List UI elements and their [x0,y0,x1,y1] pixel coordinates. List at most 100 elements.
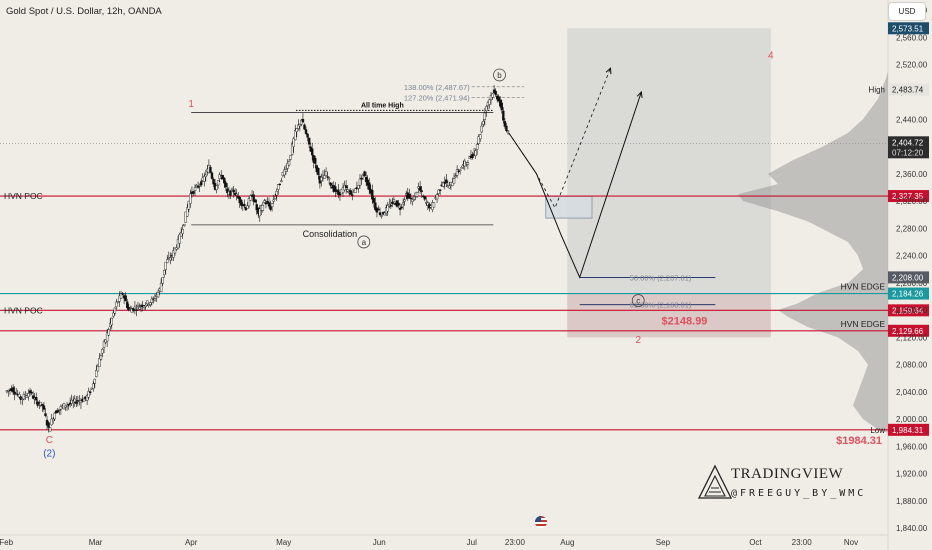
candle-body [240,199,243,206]
candle-body [277,184,280,190]
candle-body [297,124,300,129]
candle-body [196,186,200,188]
candle-body [119,293,123,299]
tradingview-logo-icon [697,464,733,499]
ath-label: All time High [361,102,404,109]
currency-selector[interactable]: USD [888,2,926,21]
candle-body [110,317,113,326]
candle-body [323,175,326,179]
x-tick-label: 23:00 [505,538,526,547]
candle-body [199,181,203,186]
candle-body [270,203,274,207]
y-tick-label: 2,000.00 [896,415,928,424]
candle-body [357,185,360,189]
candle-body [178,234,181,244]
candle-body [30,392,33,394]
y-tick-label: 1,840.00 [896,524,928,533]
wave-C-label: C [46,435,53,446]
candle-body [51,418,55,422]
candle-body [246,205,249,209]
candle-body [503,121,507,127]
x-tick-label: Sep [656,538,671,547]
y-tick-label: 1,920.00 [896,470,928,479]
candle-body [324,171,328,176]
candle-body [18,394,21,398]
candle-body [306,133,309,138]
candle-body [144,304,147,308]
candle-body [455,169,459,176]
candle-body [179,232,183,237]
level-name-0: HVN POC [4,191,43,201]
level-tag-3 [888,324,929,337]
candle-body [249,195,252,201]
candle-body [67,404,70,406]
candle-body [13,391,16,395]
candle-body [42,405,46,410]
candle-body [423,196,426,200]
candle-body [334,186,337,192]
candle-body [175,247,178,250]
candle-body [176,239,180,249]
candle-body [47,422,50,428]
wave-circle-label-2: c [636,297,640,306]
candle-body [226,188,229,194]
candle-body [195,185,198,187]
candle-body [326,176,329,178]
level-name-3: HVN EDGE [841,319,886,329]
candle-body [363,171,366,177]
candle-body [115,301,118,307]
wave-4-label: 4 [768,50,774,61]
candle-body [474,150,477,156]
top-price-label: 2,573.51 [892,24,924,33]
candle-body [186,207,189,217]
candle-body [435,194,439,200]
candle-body [466,162,470,165]
level-tag-1 [888,304,929,317]
candle-body [294,130,297,141]
candle-body [159,282,163,293]
candle-body [485,106,488,111]
candle-body [391,201,394,204]
candle-body [235,193,238,196]
candle-body [135,309,138,311]
candle-body [278,183,282,186]
candle-body [317,168,320,176]
wave-1-label: 1 [188,99,194,110]
candle-body [371,190,374,200]
candle-body [258,208,261,217]
candle-body [187,200,191,210]
candle-body [284,169,288,172]
candle-body [44,413,47,417]
candle-body [253,199,257,203]
candle-body [374,202,377,211]
candle-body [79,400,83,404]
candle-body [48,427,52,432]
candle-body [298,123,302,127]
candle-body [307,137,311,145]
candle-body [150,298,154,303]
candle-body [494,90,497,95]
candle-body [283,169,286,176]
us-flag-icon [535,516,547,528]
candle-body [286,163,289,169]
candle-body [448,185,451,189]
candle-body [383,212,386,216]
candle-body [192,191,195,194]
candle-body [452,178,456,184]
wave-circle-0 [357,235,371,249]
candle-body [124,295,127,302]
candle-body [488,99,491,105]
candle-body [198,185,201,187]
candle-body [314,157,317,164]
y-tick-label: 2,440.00 [896,115,928,124]
candle-body [210,172,214,179]
candle-body [193,187,197,192]
candle-body [397,202,400,206]
candle-body [147,304,150,306]
candle-body [329,182,332,186]
y-tick-label: 2,040.00 [896,388,928,397]
candle-body [482,121,485,125]
candle-body [412,199,416,201]
x-tick-label: Nov [844,538,858,547]
